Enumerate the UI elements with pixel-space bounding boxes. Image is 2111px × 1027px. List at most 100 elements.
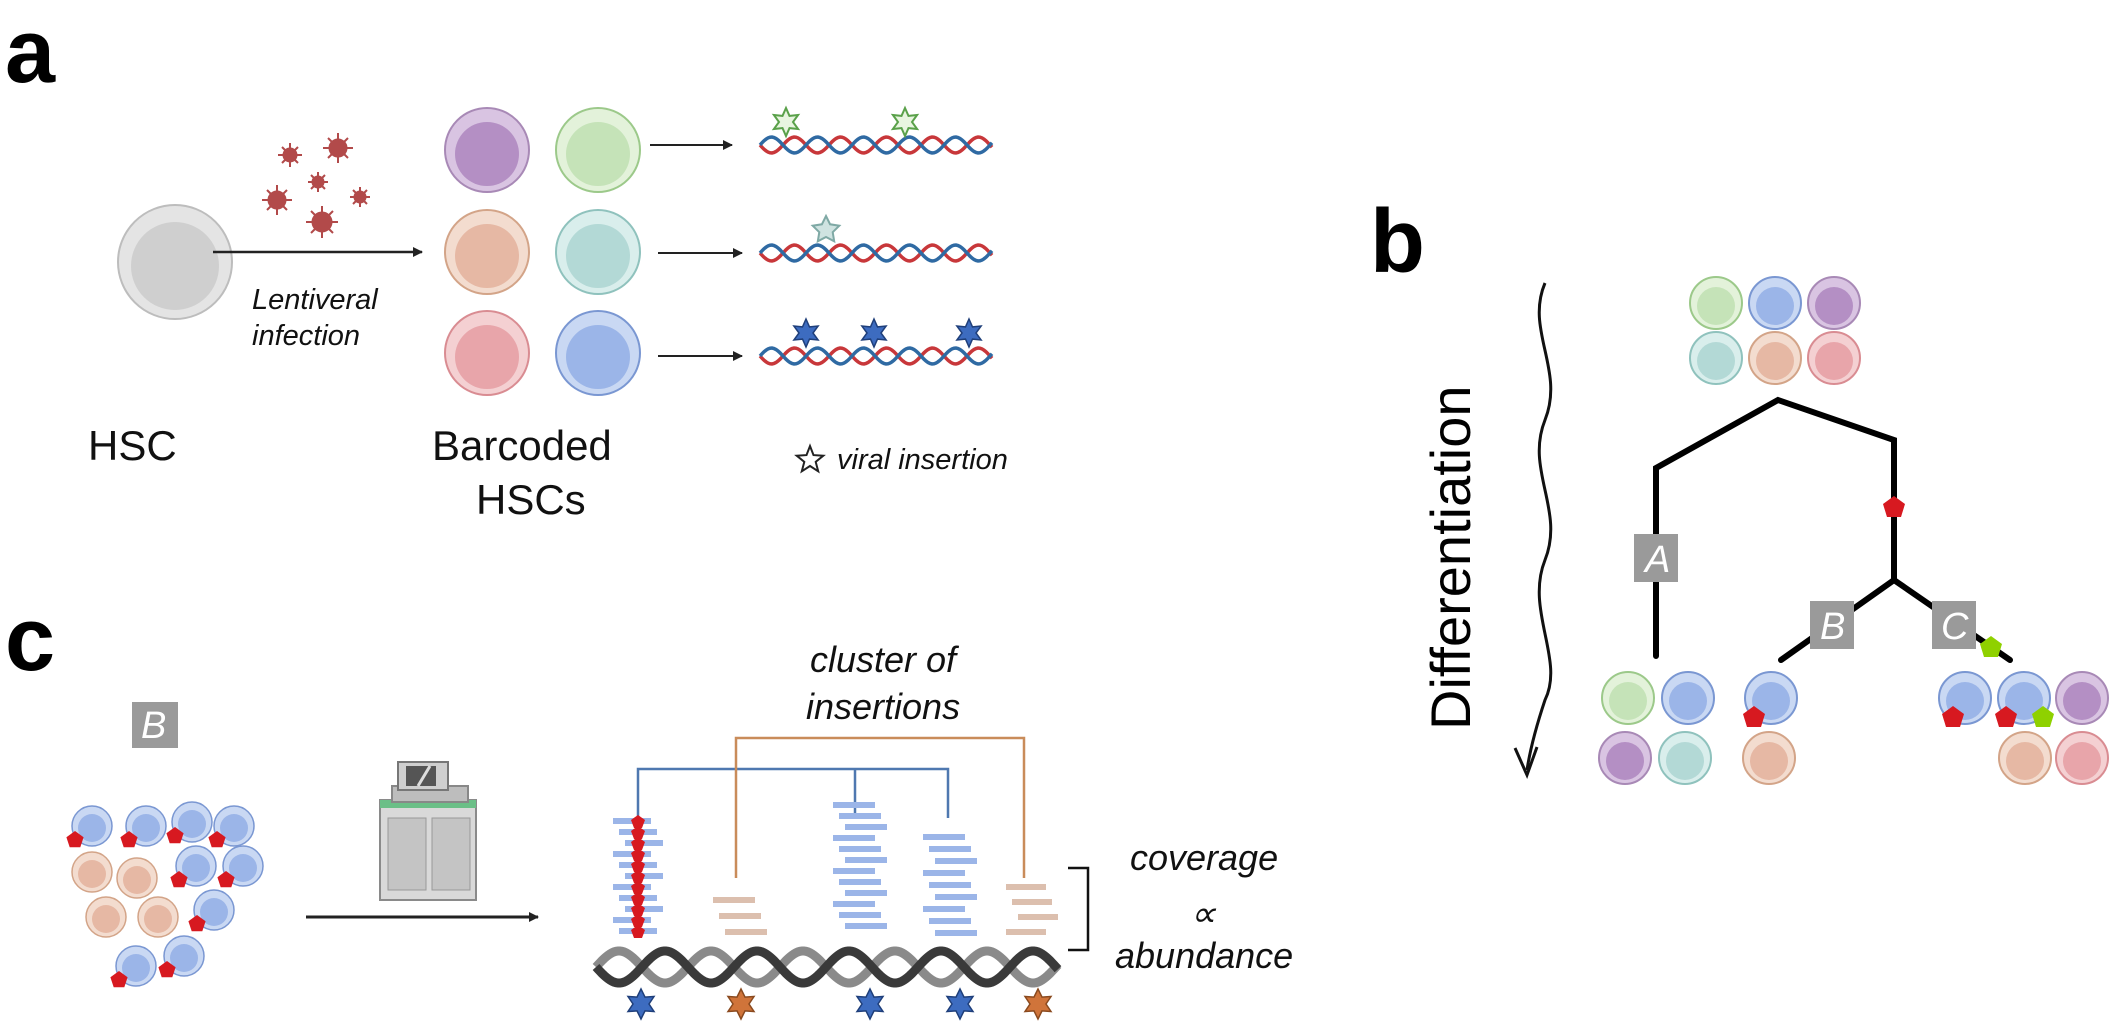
panel-b-letter: b bbox=[1370, 192, 1425, 292]
cell-green bbox=[1689, 276, 1743, 330]
cell-nucleus bbox=[92, 905, 120, 933]
sequencing-read bbox=[845, 857, 887, 863]
sequencing-read bbox=[839, 813, 881, 819]
virus-icon bbox=[308, 172, 328, 192]
cell-peach bbox=[1742, 731, 1796, 785]
cluster-label-2: insertions bbox=[806, 686, 960, 727]
hsc-label: HSC bbox=[88, 422, 177, 469]
cell-peach bbox=[1748, 331, 1802, 385]
leaf-c-cluster bbox=[1938, 671, 2109, 785]
red-mutation-marker bbox=[170, 871, 188, 888]
red-mutation-marker bbox=[631, 826, 645, 839]
top-cell-cluster bbox=[1689, 276, 1861, 385]
cell-pink bbox=[444, 310, 530, 396]
sequencing-read bbox=[935, 858, 977, 864]
cell-pink bbox=[2055, 731, 2109, 785]
coverage-proportional-symbol: ∝ bbox=[1190, 893, 1217, 934]
cell-purple bbox=[1807, 276, 1861, 330]
cell-peach bbox=[1998, 731, 2052, 785]
cell-green bbox=[555, 107, 641, 193]
cell-pink bbox=[1807, 331, 1861, 385]
virus-icon bbox=[350, 187, 370, 207]
viral-insertion-legend-label: viral insertion bbox=[837, 444, 1008, 476]
sequencing-read bbox=[1006, 884, 1046, 890]
orange-cluster-bracket bbox=[734, 736, 1026, 878]
red-mutation-marker bbox=[120, 831, 138, 848]
cell-blue bbox=[1661, 671, 1715, 725]
dna-strand-blue bbox=[758, 243, 994, 263]
sequencing-read bbox=[725, 929, 767, 935]
red-mutation-marker bbox=[217, 871, 235, 888]
insertion-star-icon bbox=[626, 987, 656, 1021]
virus-icon bbox=[306, 206, 338, 238]
cell-nucleus bbox=[200, 898, 228, 926]
lime-mutation-marker bbox=[2032, 706, 2054, 727]
cell-nucleus bbox=[123, 866, 151, 894]
leaf-a-cluster bbox=[1598, 671, 1715, 785]
dna-strand-blue bbox=[758, 135, 994, 155]
panel-a: a HSC bbox=[5, 2, 1008, 523]
sequencing-read bbox=[929, 846, 971, 852]
barcoded-label-1: Barcoded bbox=[432, 422, 612, 469]
red-mutation-marker bbox=[1743, 706, 1765, 727]
sequencing-read bbox=[923, 906, 965, 912]
svg-text:A: A bbox=[1643, 539, 1670, 581]
cell-teal bbox=[1658, 731, 1712, 785]
insertion-star-icon bbox=[771, 105, 801, 139]
cell-purple bbox=[444, 107, 530, 193]
insertion-star-icon bbox=[860, 317, 888, 349]
dna-strand-blue bbox=[758, 346, 994, 366]
insertion-star-icon bbox=[810, 213, 842, 244]
red-mutation-marker bbox=[166, 827, 184, 844]
cell-green bbox=[1601, 671, 1655, 725]
sequencing-read bbox=[923, 834, 965, 840]
red-mutation-marker bbox=[631, 892, 645, 905]
cell-nucleus bbox=[144, 905, 172, 933]
leaf-b-cluster bbox=[1742, 671, 1798, 785]
cell-purple bbox=[1598, 731, 1652, 785]
insertion-star-icon bbox=[945, 987, 975, 1021]
sequencing-read bbox=[833, 835, 875, 841]
panel-b: b Differentiation A B bbox=[1370, 192, 2109, 785]
svg-text:C: C bbox=[1941, 606, 1969, 648]
cell-teal bbox=[555, 209, 641, 295]
red-mutation-marker bbox=[1942, 706, 1964, 727]
read-stacks bbox=[613, 802, 1058, 938]
sequencing-read bbox=[833, 802, 875, 808]
red-mutation-marker bbox=[208, 831, 226, 848]
red-mutation-marker bbox=[66, 831, 84, 848]
cluster-label-1: cluster of bbox=[810, 639, 960, 680]
sequencing-read bbox=[1006, 929, 1046, 935]
cell-nucleus bbox=[132, 814, 160, 842]
sequencing-read bbox=[929, 918, 971, 924]
differentiation-arrow bbox=[1525, 282, 1553, 771]
lime-mutation-marker bbox=[1980, 636, 2002, 657]
coverage-label-2: abundance bbox=[1115, 935, 1293, 976]
red-mutation-marker bbox=[1995, 706, 2017, 727]
cell-nucleus bbox=[220, 814, 248, 842]
coverage-label-1: coverage bbox=[1130, 837, 1278, 878]
svg-text:B: B bbox=[141, 705, 166, 747]
insertion-stars bbox=[771, 105, 983, 349]
branch-tag-c: C bbox=[1932, 601, 1976, 649]
genome-helix bbox=[592, 946, 1062, 988]
sequencing-read bbox=[845, 824, 887, 830]
insertion-star-icon bbox=[726, 987, 756, 1021]
insertion-star-icon bbox=[955, 317, 983, 349]
red-mutation-marker bbox=[1883, 496, 1905, 517]
insertion-star-icon bbox=[1023, 987, 1053, 1021]
coverage-bracket bbox=[1068, 866, 1090, 952]
sequencing-read bbox=[923, 870, 965, 876]
hsc-cell bbox=[117, 204, 233, 320]
red-mutation-marker bbox=[631, 925, 645, 938]
infection-label-1: Lentiveral bbox=[252, 284, 379, 316]
branch-tag-a: A bbox=[1634, 534, 1678, 582]
sequencing-read bbox=[719, 913, 761, 919]
red-mutation-marker bbox=[631, 859, 645, 872]
sequencing-read bbox=[713, 897, 755, 903]
cell-nucleus bbox=[78, 860, 106, 888]
barcoded-cells bbox=[444, 107, 641, 396]
sequencing-read bbox=[845, 923, 887, 929]
viral-insertion-legend-icon bbox=[794, 443, 826, 474]
